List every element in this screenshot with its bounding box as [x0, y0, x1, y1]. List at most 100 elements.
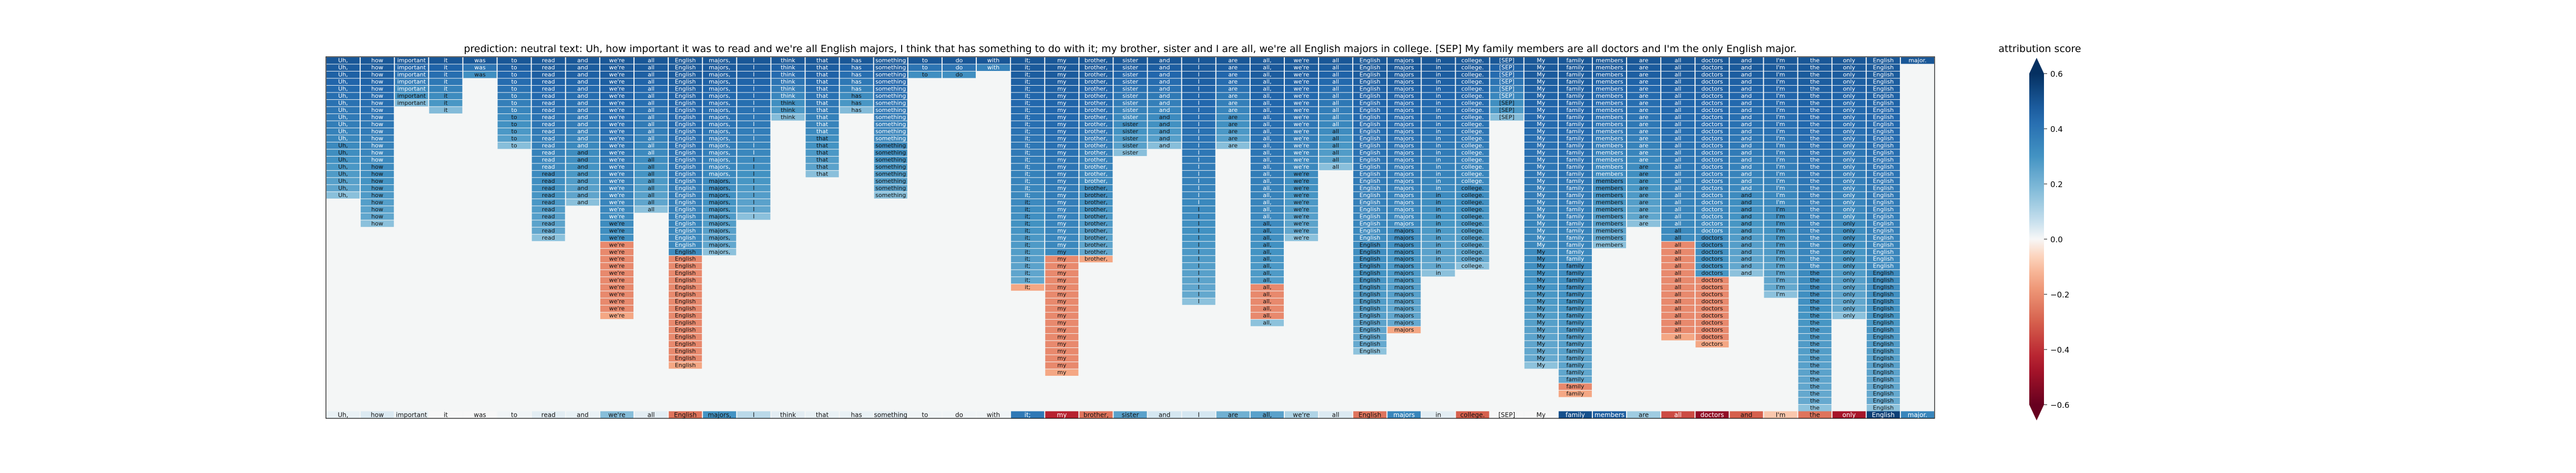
cell-token-label: Uh, [338, 128, 348, 135]
heatmap-cell [497, 78, 531, 85]
cell-token-label: English [675, 114, 696, 120]
heatmap-cell [703, 206, 737, 213]
cell-token-label: how [371, 57, 383, 64]
heatmap-cell [531, 170, 565, 178]
heatmap-cell [669, 92, 702, 99]
cell-token-label: majors, [709, 156, 730, 163]
cell-token-label: Uh, [338, 99, 348, 106]
heatmap-cell [566, 135, 599, 142]
heatmap-cell [703, 192, 737, 199]
heatmap-cell [566, 192, 599, 199]
cell-token-label: all [648, 142, 655, 149]
heatmap-cell [463, 71, 497, 78]
cell-token-label: English [675, 312, 696, 319]
cell-token-label: it [444, 57, 448, 64]
heatmap-cell [326, 170, 360, 178]
colorbar-tick-label: 0.6 [2050, 69, 2063, 79]
heatmap-cell [497, 142, 531, 149]
heatmap-cell [703, 121, 737, 128]
cell-token-label: Uh, [338, 114, 348, 120]
colorbar-tick-label: 0.4 [2050, 125, 2063, 134]
cell-token-label: all [648, 64, 655, 71]
heatmap-cell [326, 142, 360, 149]
cell-token-label: all [648, 163, 655, 170]
cell-token-label: majors, [709, 178, 730, 184]
heatmap-cell [566, 142, 599, 149]
cell-token-label: we're [609, 149, 625, 156]
heatmap-cell [566, 99, 599, 107]
heatmap-cell [600, 156, 633, 163]
heatmap-cell [361, 220, 394, 227]
heatmap-cell [600, 85, 633, 92]
colorbar-extend-bottom [2029, 405, 2044, 420]
cell-token-label: read [542, 178, 555, 184]
heatmap-cell [600, 255, 633, 263]
heatmap-cell [600, 184, 633, 192]
heatmap-cell [669, 128, 702, 135]
heatmap-cell [429, 107, 463, 114]
cell-token-label: we're [609, 64, 625, 71]
cell-token-label: majors, [709, 170, 730, 177]
cell-token-label: we're [609, 255, 625, 262]
cell-token-label: English [675, 170, 696, 177]
heatmap-cell [634, 178, 668, 184]
cell-token-label: read [542, 107, 555, 114]
heatmap-cell [703, 220, 737, 227]
heatmap-cell [600, 142, 633, 149]
heatmap-cell [669, 64, 702, 71]
cell-token-label: how [371, 135, 383, 142]
cell-token-label: all [648, 78, 655, 85]
heatmap-cell [600, 99, 633, 107]
attribution-heatmap: Uh,Uh,Uh,Uh,Uh,Uh,Uh,Uh,Uh,Uh,Uh,Uh,Uh,U… [325, 56, 1935, 419]
heatmap-cell [326, 163, 360, 170]
cell-token-label: English [675, 57, 696, 64]
cell-token-label: English [675, 341, 696, 347]
cell-token-label: to [512, 71, 517, 78]
heatmap-cell [669, 326, 702, 334]
heatmap-cell [600, 78, 633, 85]
cell-token-label: majors, [709, 192, 730, 199]
cell-token-label: how [371, 170, 383, 177]
cell-token-label: English [675, 107, 696, 114]
heatmap-cell [669, 249, 702, 255]
cell-token-label: how [371, 206, 383, 213]
cell-token-label: how [371, 192, 383, 199]
heatmap-cell [669, 192, 702, 199]
cell-token-label: how [371, 92, 383, 99]
cell-token-label: Uh, [338, 92, 348, 99]
cell-token-label: all [648, 114, 655, 120]
cell-token-label: majors, [709, 149, 730, 156]
cell-token-label: English [675, 142, 696, 149]
cell-token-label: Uh, [338, 178, 348, 184]
heatmap-cell [531, 85, 565, 92]
heatmap-cell [669, 270, 702, 277]
cell-token-label: and [577, 156, 588, 163]
cell-token-label: read [542, 57, 555, 64]
heatmap-cell [600, 64, 633, 71]
cell-token-label: all [648, 71, 655, 78]
heatmap-cell [361, 99, 394, 107]
cell-token-label: all [648, 99, 655, 106]
heatmap-cell [361, 92, 394, 99]
cell-token-label: we're [609, 184, 625, 191]
cell-token-label: we're [609, 163, 625, 170]
heatmap-cell [669, 305, 702, 312]
cell-token-label: majors, [709, 71, 730, 78]
heatmap-cell [326, 71, 360, 78]
heatmap-cell [497, 135, 531, 142]
cell-token-label: read [542, 135, 555, 142]
heatmap-cell [497, 57, 531, 64]
heatmap-cell [361, 85, 394, 92]
heatmap-cell [326, 99, 360, 107]
heatmap-cell [703, 57, 737, 64]
heatmap-cell [703, 85, 737, 92]
heatmap-cell [395, 57, 428, 64]
heatmap-cell [600, 114, 633, 121]
cell-token-label: majors, [709, 135, 730, 142]
heatmap-cell [669, 156, 702, 163]
heatmap-cell [531, 184, 565, 192]
cell-token-label: English [675, 305, 696, 312]
heatmap-cell [600, 291, 633, 298]
heatmap-cell [531, 227, 565, 234]
